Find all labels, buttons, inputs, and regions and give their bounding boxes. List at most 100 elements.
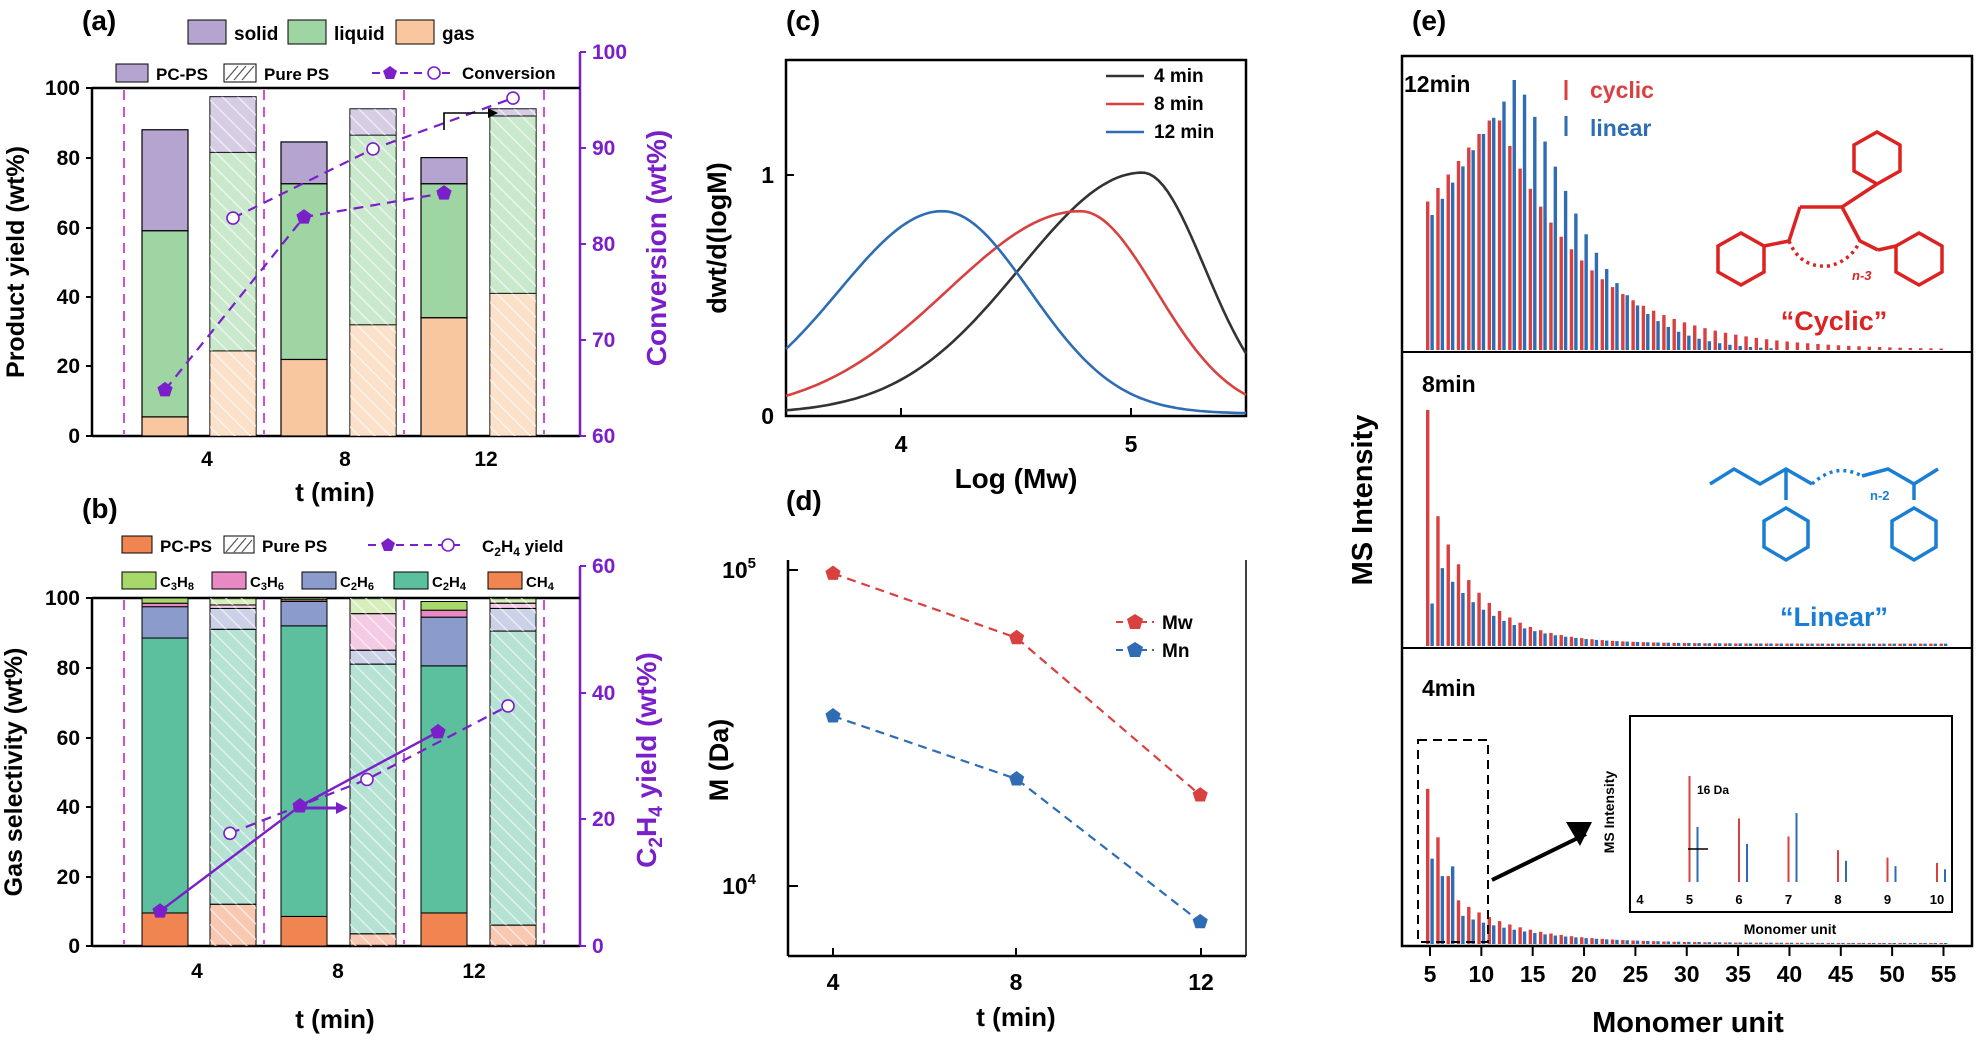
b-bar-hatch-pure-12-C3H8	[490, 598, 536, 604]
e-bar-8min-linear-44	[1830, 643, 1835, 646]
e-bar-8min-linear-53	[1923, 643, 1927, 646]
e-bar-4min-linear-29	[1676, 941, 1681, 944]
e-bar-8min-cyclic-6	[1436, 516, 1440, 646]
legend-solid-label: solid	[234, 24, 278, 45]
e-bar-8min-linear-27	[1656, 642, 1660, 646]
e-bar-8min-linear-38	[1769, 643, 1773, 646]
e-bar-8min-cyclic-40	[1785, 643, 1789, 646]
d-Mw-line	[832, 572, 1201, 796]
d-ticks	[788, 569, 1202, 956]
e-xtick-40: 40	[1777, 961, 1803, 987]
d-Mw-point-12	[1192, 787, 1208, 802]
inset-bars	[1688, 776, 1946, 882]
b-bar-pcps-8-C3H8	[280, 597, 328, 601]
inset-xtick-6: 6	[1735, 892, 1742, 907]
e-bar-12min-linear-35	[1738, 345, 1742, 350]
e-bar-4min-linear-39	[1779, 942, 1783, 944]
e-xtick-30: 30	[1674, 961, 1700, 987]
panel-b-title: (b)	[82, 493, 118, 524]
a-ylabel: Product yield (wt%)	[2, 146, 30, 378]
e-bar-12min-linear-13	[1512, 80, 1516, 350]
e-bar-8min-linear-28	[1666, 642, 1671, 646]
e-bar-4min-cyclic-10	[1477, 912, 1481, 944]
b-y2tick-40: 40	[592, 682, 615, 705]
panel-a-title: (a)	[82, 5, 116, 36]
panel-c-title: (c)	[786, 5, 820, 36]
e-bar-12min-cyclic-49	[1877, 347, 1882, 350]
b-legend-c2h4: C2H4	[432, 574, 467, 593]
e-bar-12min-linear-37	[1759, 347, 1763, 350]
e-bar-4min-cyclic-53	[1918, 943, 1923, 944]
b-legend-c2h6: C2H6	[340, 574, 374, 593]
e-bar-4min-linear-35	[1738, 942, 1742, 944]
e-bar-4min-cyclic-52	[1908, 943, 1913, 944]
e-bar-12min-cyclic-16	[1538, 206, 1543, 350]
e-bar-12min-linear-20	[1584, 234, 1588, 350]
b-separators	[123, 600, 545, 944]
b-bar-pcps-4-CH4	[141, 912, 189, 947]
e-bar-4min-linear-19	[1574, 937, 1578, 944]
a-conversion-pure-point-4	[226, 211, 240, 225]
inset-xtick-4: 4	[1636, 892, 1644, 907]
e-bar-8min-linear-55	[1943, 643, 1948, 646]
b-bar-pcps-4-C3H8	[141, 597, 189, 604]
e-bar-12min-linear-36	[1748, 346, 1753, 350]
e-xtick-20: 20	[1571, 961, 1597, 987]
e-bar-4min-linear-53	[1923, 942, 1927, 944]
b-xtick-4: 4	[191, 960, 203, 983]
e-bar-8min-cyclic-17	[1549, 632, 1553, 646]
e-bar-12min-linear-16	[1543, 141, 1547, 350]
a-bar-pcps-12-gas	[420, 317, 468, 437]
e-bar-12min-linear-31	[1697, 338, 1701, 350]
e-bar-12min-cyclic-11	[1487, 120, 1492, 350]
b-legend-c2h4-open	[441, 538, 455, 552]
e-bar-4min-cyclic-39	[1775, 942, 1779, 944]
d-xtick-12: 12	[1188, 969, 1214, 995]
c-ticks	[786, 174, 1132, 417]
a-conversion-pure-point-8	[366, 142, 380, 156]
legend-solid-swatch	[187, 19, 227, 45]
e-bar-4min-linear-49	[1882, 942, 1886, 944]
e-bar-12min-cyclic-36	[1744, 336, 1748, 350]
panel-e: (e) 12min 8min 4min cyclic linear n-3 “C…	[1347, 5, 1974, 1039]
a-y2tick-80: 80	[592, 233, 615, 256]
e-bar-4min-cyclic-43	[1816, 942, 1820, 944]
e-bar-12min-cyclic-6	[1436, 188, 1440, 350]
e-bar-4min-cyclic-29	[1672, 941, 1676, 944]
e-bar-12min-linear-34	[1728, 344, 1732, 350]
b-bar-pcps-4-C3H6	[141, 602, 189, 608]
b-y2tick-20: 20	[592, 808, 615, 831]
e-bar-12min-cyclic-43	[1816, 344, 1820, 350]
a-bar-pcps-8-gas	[280, 358, 328, 437]
b-bar-pcps-8-C2H6	[280, 600, 328, 627]
e-bar-4min-linear-28	[1666, 941, 1671, 944]
b-c2h4-lines	[152, 699, 515, 918]
a-bar-pcps-12-solid	[420, 157, 468, 185]
inset-xlabel: Monomer unit	[1744, 921, 1837, 937]
linear-label: “Linear”	[1780, 602, 1888, 632]
inset-xtick-8: 8	[1834, 892, 1841, 907]
e-bar-8min-linear-11	[1492, 615, 1496, 646]
a-xtick-12: 12	[474, 448, 497, 471]
e-bar-12min-linear-25	[1635, 305, 1640, 350]
a-arrow-head	[488, 108, 498, 118]
e-bar-4min-linear-33	[1717, 942, 1722, 944]
b-y2tick-60: 60	[592, 555, 615, 578]
legend-conversion-marker-filled	[383, 66, 397, 79]
e-bar-8min-linear-47	[1861, 643, 1866, 646]
b-bar-pcps-12-C2H6	[420, 616, 468, 667]
e-bar-8min-linear-12	[1502, 620, 1506, 646]
legend-gas-swatch	[395, 19, 435, 45]
a-separators	[123, 90, 545, 434]
e-bar-12min-linear-5	[1430, 215, 1434, 350]
a-conversion-pcps-point-8	[296, 209, 312, 224]
e-bar-12min-linear-38	[1769, 348, 1773, 350]
e-bar-12min-cyclic-41	[1795, 342, 1800, 350]
b-legend-c3h6: C3H6	[250, 574, 284, 593]
e-bar-12min-cyclic-17	[1549, 222, 1553, 350]
e-bar-8min-linear-46	[1851, 643, 1855, 646]
panel-c: (c) 4 5 0 1 Log (Mw) dwt/d(logM) 4 min 8…	[702, 5, 1248, 494]
e-bar-8min-linear-32	[1707, 643, 1712, 646]
e-bar-8min-cyclic-7	[1446, 544, 1450, 646]
c-legend-8min: 8 min	[1154, 94, 1204, 115]
